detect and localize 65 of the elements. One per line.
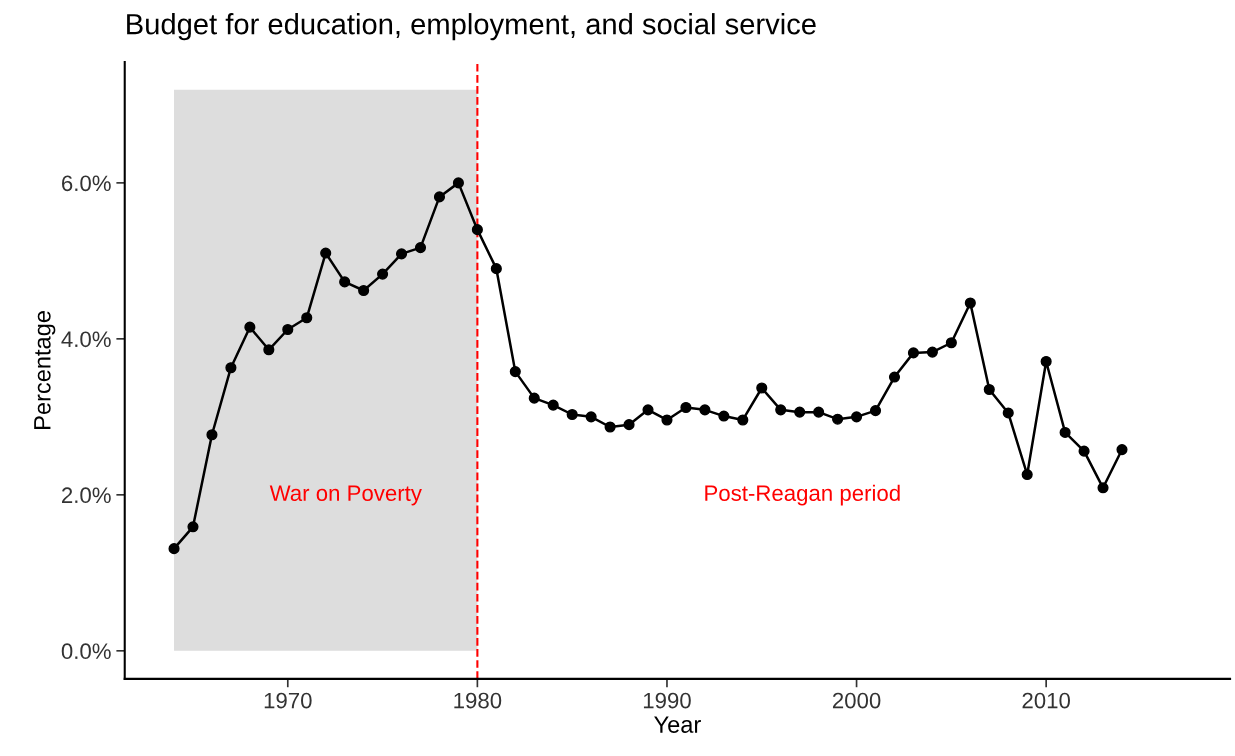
point <box>377 268 389 280</box>
point <box>566 408 578 421</box>
annotation: War on Poverty <box>269 485 422 506</box>
point <box>794 406 806 418</box>
point <box>414 242 427 254</box>
point <box>680 401 692 414</box>
point <box>585 411 597 423</box>
y-tick-label: 0.0% <box>61 643 111 660</box>
point <box>225 362 237 374</box>
point <box>699 404 711 416</box>
x-tick-label: 2010 <box>1022 692 1071 709</box>
point <box>1059 426 1071 438</box>
point <box>926 346 938 358</box>
y-tick-label: 6.0% <box>62 175 111 192</box>
point <box>604 421 616 433</box>
point <box>1097 482 1109 494</box>
point <box>471 224 483 236</box>
x-axis-title: Year <box>654 716 701 733</box>
point <box>320 247 332 259</box>
point <box>1078 445 1090 457</box>
point <box>395 248 408 260</box>
point <box>832 413 844 425</box>
point <box>1116 444 1128 456</box>
point <box>623 419 635 431</box>
point <box>737 414 749 426</box>
point <box>490 263 502 275</box>
point <box>301 312 313 324</box>
point <box>907 347 919 359</box>
x-tick-label: 1990 <box>643 692 691 709</box>
point <box>433 191 446 203</box>
point <box>168 543 180 555</box>
point <box>983 383 995 396</box>
y-tick-label: 4.0% <box>61 331 111 348</box>
point <box>642 404 654 416</box>
point <box>187 521 199 533</box>
point <box>945 337 957 349</box>
point <box>869 405 882 417</box>
point <box>282 323 294 336</box>
point <box>206 429 218 441</box>
chart-title: Budget for education, employment, and social service <box>127 13 816 41</box>
point <box>244 321 256 333</box>
point <box>718 410 730 422</box>
y-tick-label: 2.0% <box>62 487 111 504</box>
point <box>528 392 540 404</box>
point <box>1002 407 1014 419</box>
point <box>339 276 351 288</box>
point <box>263 344 275 356</box>
x-tick-label: 2000 <box>832 692 881 709</box>
point <box>509 366 521 378</box>
point <box>813 406 825 418</box>
annotation: Post-Reagan period <box>705 484 900 506</box>
point <box>851 411 863 423</box>
x-tick-label: 1970 <box>264 692 312 709</box>
point <box>775 404 787 416</box>
y-axis-title: Percentage <box>34 311 56 429</box>
point <box>661 414 673 426</box>
point <box>547 399 559 411</box>
x-tick-label: 1980 <box>454 692 502 709</box>
point <box>1021 468 1033 481</box>
point <box>452 177 464 189</box>
point <box>964 297 976 309</box>
point <box>888 371 901 383</box>
point <box>1040 355 1052 368</box>
point <box>756 382 768 394</box>
point <box>358 284 370 297</box>
